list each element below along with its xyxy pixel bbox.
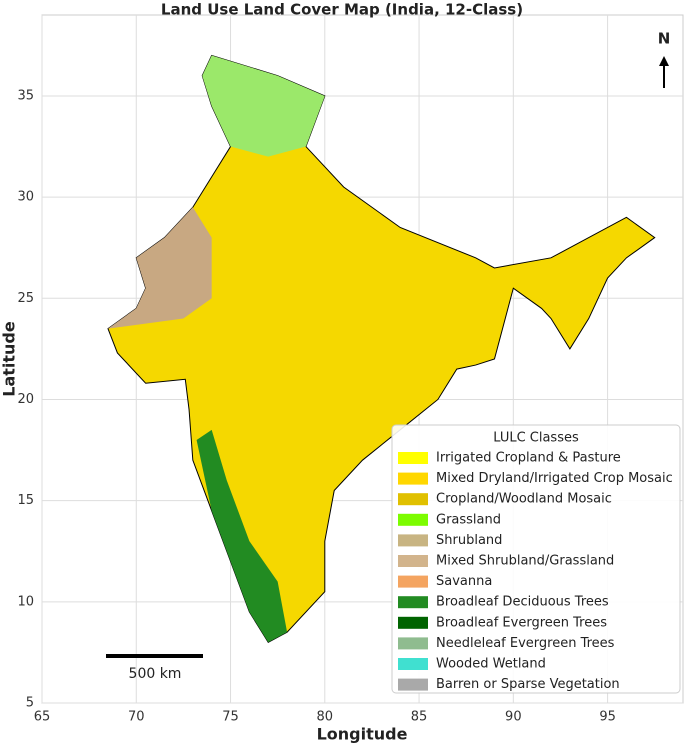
legend-label: Mixed Shrubland/Grassland — [436, 554, 614, 569]
north-label: N — [658, 30, 671, 48]
x-axis-label: Longitude — [317, 725, 408, 744]
legend-swatch — [398, 513, 428, 526]
y-tick-label: 20 — [17, 392, 34, 407]
legend-swatch — [398, 534, 428, 547]
x-tick-label: 85 — [411, 710, 428, 725]
legend: LULC Classes Irrigated Cropland & Pastur… — [391, 424, 681, 694]
india-landmass — [107, 54, 656, 643]
x-tick-label: 75 — [222, 710, 239, 725]
x-tick-label: 80 — [317, 710, 334, 725]
legend-label: Irrigated Cropland & Pasture — [436, 451, 621, 466]
legend-swatch — [398, 472, 428, 485]
y-tick-label: 10 — [17, 594, 34, 609]
legend-swatch — [398, 493, 428, 506]
legend-box — [391, 424, 681, 694]
legend-label: Broadleaf Evergreen Trees — [436, 615, 607, 630]
legend-swatch — [398, 555, 428, 567]
x-tick-label: 70 — [128, 710, 145, 725]
legend-label: Broadleaf Deciduous Trees — [436, 595, 609, 610]
map-title: Land Use Land Cover Map (India, 12-Class… — [161, 1, 523, 19]
legend-swatch — [398, 452, 428, 464]
x-tick-label: 65 — [34, 710, 51, 725]
y-tick-label: 25 — [17, 291, 34, 306]
x-tick-label: 95 — [599, 710, 616, 725]
legend-label: Cropland/Woodland Mosaic — [436, 492, 612, 507]
scale-bar-label: 500 km — [129, 666, 182, 682]
north-arrow-head — [659, 56, 669, 66]
y-tick-label: 15 — [17, 493, 34, 508]
y-axis-label: Latitude — [0, 321, 19, 397]
legend-swatch — [398, 575, 428, 588]
legend-swatch — [398, 616, 428, 629]
legend-label: Mixed Dryland/Irrigated Crop Mosaic — [436, 471, 673, 486]
legend-label: Savanna — [436, 574, 492, 589]
legend-swatch — [398, 678, 428, 691]
legend-label: Barren or Sparse Vegetation — [436, 677, 620, 692]
legend-title: LULC Classes — [493, 431, 579, 446]
legend-label: Wooded Wetland — [436, 657, 546, 672]
legend-swatch — [398, 596, 428, 609]
legend-label: Needleleaf Evergreen Trees — [436, 636, 615, 651]
thar-shrubland — [107, 207, 212, 329]
y-tick-label: 30 — [17, 190, 34, 205]
legend-label: Shrubland — [436, 533, 502, 548]
y-tick-label: 35 — [17, 88, 34, 103]
legend-swatch — [398, 637, 428, 650]
himalaya-grassland — [202, 55, 325, 157]
x-tick-label: 90 — [505, 710, 522, 725]
legend-label: Grassland — [436, 512, 501, 527]
legend-swatch — [398, 658, 428, 670]
western-ghats-forest — [196, 429, 288, 643]
y-tick-label: 5 — [26, 696, 34, 711]
